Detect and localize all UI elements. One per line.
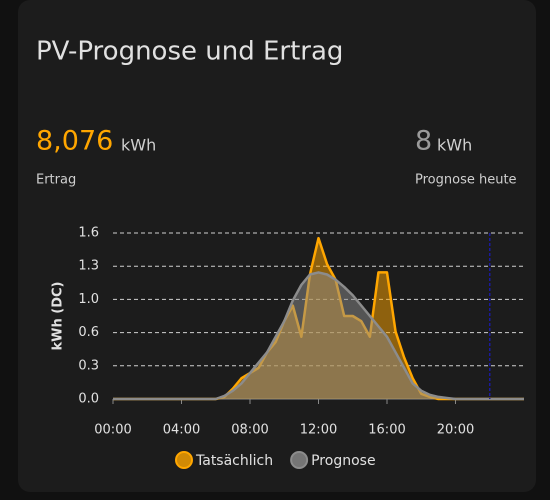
legend-label: Tatsächlich bbox=[195, 453, 273, 469]
y-tick-label: 1.3 bbox=[78, 259, 99, 274]
series-line bbox=[113, 271, 524, 401]
y-tick-label: 0.0 bbox=[78, 392, 99, 407]
legend-marker bbox=[175, 451, 193, 469]
stat-value: 8,076 bbox=[36, 126, 113, 157]
x-tick-label: 04:00 bbox=[163, 423, 200, 438]
x-tick-label: 08:00 bbox=[231, 423, 268, 438]
stat-unit: kWh bbox=[437, 136, 472, 155]
x-tick-label: 00:00 bbox=[94, 423, 131, 438]
legend-label: Prognose bbox=[311, 453, 375, 469]
card bbox=[18, 0, 536, 492]
x-tick-label: 12:00 bbox=[300, 423, 337, 438]
stat-value: 8 bbox=[415, 126, 432, 157]
x-tick-label: 16:00 bbox=[368, 423, 405, 438]
area-fill bbox=[113, 272, 524, 399]
y-tick-label: 1.6 bbox=[78, 226, 99, 241]
x-tick-label: 20:00 bbox=[437, 423, 474, 438]
y-tick-label: 0.3 bbox=[78, 358, 99, 373]
legend-marker bbox=[290, 451, 309, 469]
y-tick-label: 1.0 bbox=[78, 292, 99, 307]
stat-unit: kWh bbox=[121, 136, 156, 155]
stat-label: Prognose heute bbox=[415, 173, 517, 188]
y-tick-label: 0.6 bbox=[78, 325, 99, 340]
stat-label: Ertrag bbox=[36, 173, 76, 188]
y-axis-label: kWh (DC) bbox=[51, 282, 66, 351]
card-title: PV-Prognose und Ertrag bbox=[36, 37, 343, 67]
